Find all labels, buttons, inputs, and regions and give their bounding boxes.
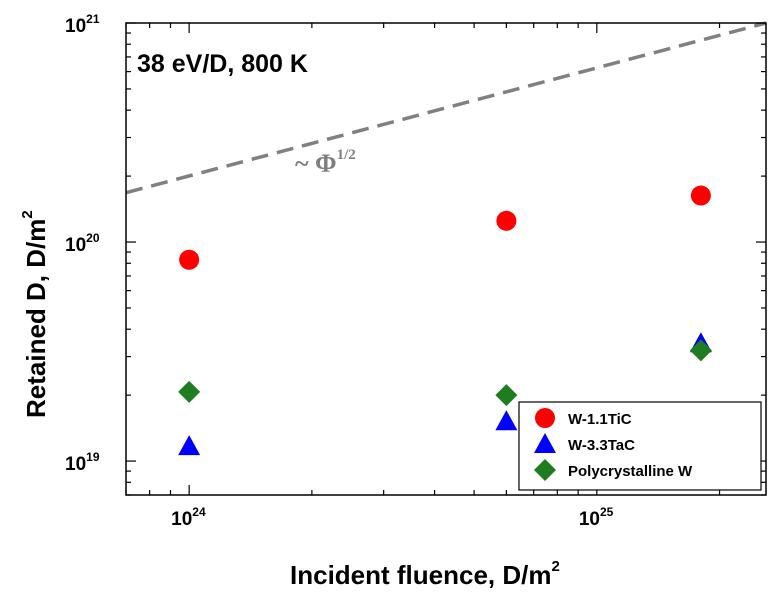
legend-symbol-diamond — [534, 459, 556, 481]
trend-line — [125, 21, 767, 195]
legend: W-1.1TiC W-3.3TaC Polycrystalline W — [518, 401, 762, 491]
legend-symbol-triangle — [534, 433, 556, 453]
y-tick-label-exponent: 19 — [86, 450, 100, 464]
data-point-diamond — [689, 339, 712, 362]
legend-label: W-1.1TiC — [568, 411, 632, 428]
trend-layer — [125, 21, 767, 195]
plot-area-frame — [125, 22, 767, 496]
y-axis-title-exponent: 2 — [19, 210, 36, 218]
y-axis-title-text: Retained D, D/m — [21, 219, 51, 418]
data-point-circle — [690, 185, 711, 206]
y-tick-label: 1020 — [65, 231, 100, 256]
legend-symbol-circle — [535, 408, 555, 428]
x-tick-label: 1025 — [579, 505, 614, 530]
legend-label: Polycrystalline W — [568, 463, 693, 480]
y-axis-title: Retained D, D/m2 — [19, 210, 51, 418]
legend-box — [518, 401, 762, 491]
x-axis-title-text: Incident fluence, D/m — [290, 560, 552, 590]
x-tick-label-exponent: 25 — [600, 505, 614, 519]
trend-label-prefix: ~ Φ — [295, 149, 337, 178]
legend-label: W-3.3TaC — [568, 437, 635, 454]
data-point-triangle — [495, 410, 518, 431]
data-point-triangle — [178, 435, 201, 456]
x-tick-label-exponent: 24 — [192, 505, 206, 519]
y-tick-label: 1019 — [65, 450, 100, 475]
y-tick-label-exponent: 21 — [86, 12, 100, 26]
data-point-diamond — [178, 380, 201, 403]
x-tick-label-base: 10 — [171, 509, 192, 530]
data-point-circle — [179, 249, 200, 270]
y-tick-label-base: 10 — [65, 235, 86, 256]
x-tick-label: 1024 — [171, 505, 206, 530]
y-tick-label: 1021 — [65, 12, 100, 37]
trend-label-exponent: 1/2 — [337, 147, 356, 163]
data-markers — [178, 185, 712, 456]
y-tick-label-base: 10 — [65, 454, 86, 475]
y-tick-label-exponent: 20 — [86, 231, 100, 245]
data-point-circle — [496, 210, 517, 231]
x-axis-title-exponent: 2 — [552, 558, 560, 575]
x-tick-label-base: 10 — [579, 509, 600, 530]
chart-annotation: 38 eV/D, 800 K — [137, 50, 308, 78]
data-point-diamond — [495, 384, 518, 407]
trend-line-label: ~ Φ1/2 — [295, 147, 356, 178]
x-axis-title: Incident fluence, D/m2 — [290, 558, 560, 590]
y-tick-label-base: 10 — [65, 16, 86, 37]
